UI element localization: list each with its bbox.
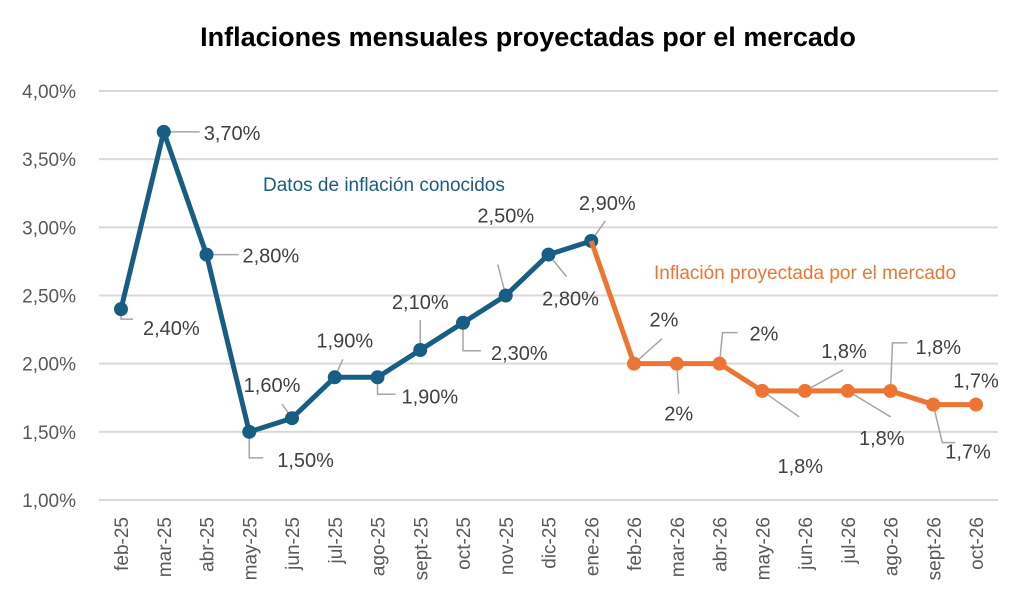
annotation-projected: Inflación proyectada por el mercado [654, 263, 956, 284]
data-point [199, 247, 214, 262]
data-label: 1,60% [244, 375, 301, 397]
data-label: 3,70% [204, 123, 261, 145]
data-point [114, 302, 128, 317]
data-label-leader [718, 331, 738, 364]
data-point [627, 356, 641, 371]
data-label: 1,8% [821, 341, 867, 363]
data-label-leader [889, 342, 908, 391]
data-label: 2,80% [243, 246, 300, 268]
data-point [413, 343, 428, 358]
y-tick-label: 3,50% [22, 150, 76, 171]
data-label: 1,50% [277, 450, 334, 472]
data-label: 2,80% [542, 289, 599, 311]
data-label-leader [761, 390, 800, 418]
data-label: 2,40% [143, 318, 200, 340]
series-line [588, 240, 976, 408]
y-tick-label: 1,00% [22, 491, 76, 512]
x-tick-label: oct-25 [454, 517, 475, 570]
data-point [327, 370, 342, 385]
data-point [498, 288, 513, 303]
data-label: 1,90% [316, 330, 373, 352]
x-tick-label: mar-26 [668, 517, 689, 577]
data-point [242, 424, 257, 439]
x-tick-label: sept-26 [924, 517, 945, 580]
data-point [755, 383, 770, 398]
data-label: 1,8% [916, 337, 962, 359]
x-tick-label: dic-25 [540, 517, 561, 569]
data-label: 1,7% [945, 442, 991, 464]
y-tick-label: 1,50% [22, 423, 76, 444]
x-tick-label: ene-26 [582, 517, 603, 576]
x-tick-label: may-25 [240, 517, 261, 580]
data-label: 1,8% [859, 428, 905, 450]
data-label: 2,50% [477, 206, 534, 228]
x-tick-label: oct-26 [967, 517, 988, 570]
y-tick-label: 3,00% [22, 218, 76, 239]
x-tick-label: feb-26 [625, 517, 646, 571]
y-tick-label: 2,00% [22, 355, 76, 376]
data-label-leader [462, 322, 481, 352]
data-label: 1,8% [777, 456, 823, 478]
data-label: 2% [650, 310, 679, 332]
data-point [541, 247, 556, 262]
data-labels: 2,40% 3,70% 2,80% 1,50% 1,60% 1,90% 1,90% 2,10%… [143, 123, 999, 478]
y-tick-label: 2,50% [22, 287, 76, 308]
x-tick-label: jun-25 [283, 517, 304, 571]
x-tick-label: ago-26 [882, 517, 903, 576]
data-label-leader [847, 390, 892, 418]
data-label: 2% [750, 324, 779, 346]
data-point [370, 370, 385, 385]
data-point [969, 397, 983, 412]
annotation-known-data: Datos de inflación conocidos [263, 175, 505, 196]
data-point [883, 383, 898, 398]
x-tick-label: abr-26 [711, 517, 732, 572]
data-point [456, 315, 470, 330]
y-tick-label: 4,00% [22, 82, 76, 103]
x-tick-label: abr-25 [198, 517, 219, 572]
data-label: 2,30% [491, 343, 548, 365]
data-label-leader [248, 431, 264, 459]
data-point [712, 356, 727, 371]
data-label: 2% [664, 404, 693, 426]
y-axis: 1,00% 1,50% 2,00% 2,50% 3,00% 3,50% 4,00% [22, 82, 76, 512]
data-point [156, 124, 171, 139]
series [114, 124, 983, 439]
x-tick-label: may-26 [753, 517, 774, 580]
chart-title: Inflaciones mensuales proyectadas por el… [200, 22, 856, 52]
data-label-leader [804, 369, 844, 392]
series-line [118, 129, 593, 435]
x-tick-label: jun-26 [796, 517, 817, 571]
x-axis: feb-25 mar-25 abr-25 may-25 jun-25 jul-25 ago-… [112, 517, 988, 580]
x-tick-label: sept-25 [411, 517, 432, 580]
x-tick-label: jul-25 [326, 517, 347, 564]
data-point [285, 411, 299, 426]
x-tick-label: feb-25 [112, 517, 133, 571]
x-tick-label: jul-26 [839, 517, 860, 564]
x-tick-label: mar-25 [155, 517, 176, 577]
data-label-leader [932, 404, 956, 444]
data-point [926, 397, 941, 412]
data-label: 2,90% [579, 193, 636, 215]
x-tick-label: nov-25 [497, 517, 518, 575]
x-tick-label: ago-25 [369, 517, 390, 576]
data-point [840, 383, 855, 398]
data-point [669, 356, 684, 371]
data-label: 2,10% [392, 292, 449, 314]
data-point [798, 383, 812, 398]
data-label: 1,7% [953, 371, 999, 393]
data-label: 1,90% [402, 386, 459, 408]
